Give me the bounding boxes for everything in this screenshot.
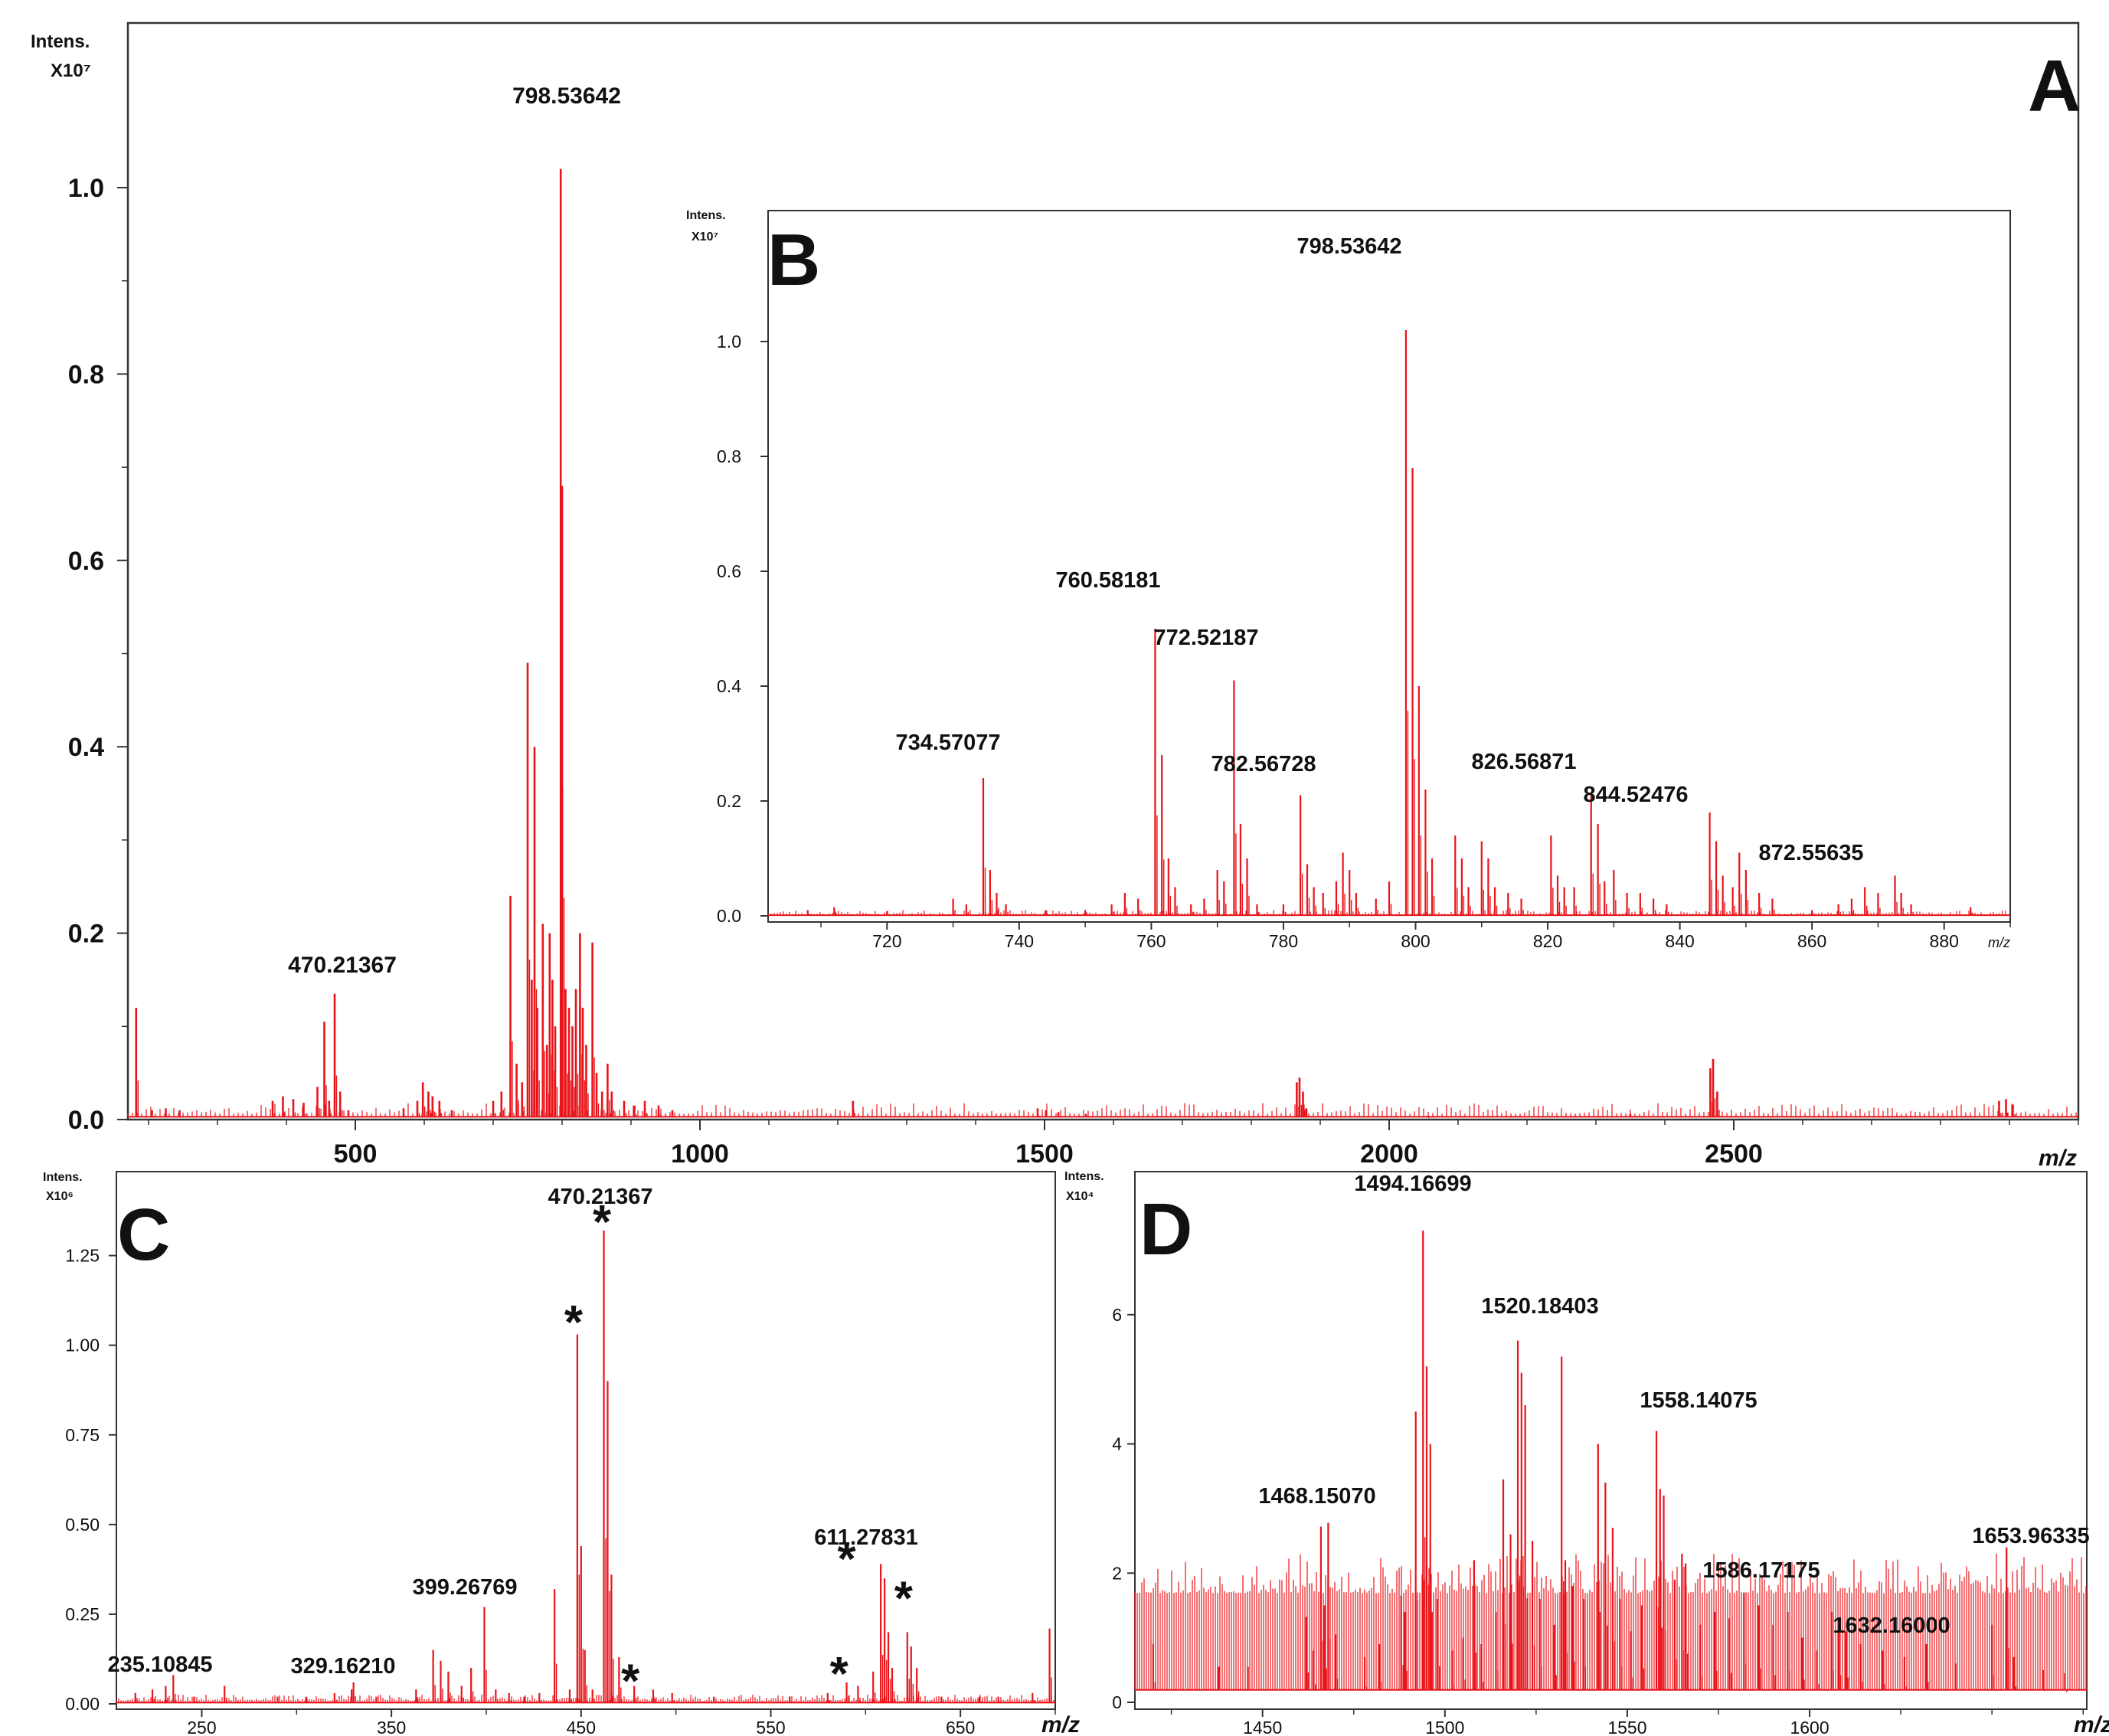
peak-label: 826.56871	[1471, 750, 1576, 774]
peak-label: 1586.17175	[1702, 1558, 1820, 1583]
y-unit-label: Intens.	[31, 31, 90, 52]
peak-label: 470.21367	[548, 1185, 652, 1209]
peak-label: 611.27831	[814, 1525, 917, 1550]
x-tick-label: 860	[1797, 931, 1826, 951]
panel-c-spectrum: 0.00 0.25 0.50 0.75 1.00 1.25 250 350 450 550 650 I…	[43, 1171, 1080, 1736]
y-unit-label: Intens.	[43, 1171, 83, 1184]
asterisk-marker: *	[830, 1648, 849, 1701]
y-tick-label: 0.25	[65, 1604, 100, 1624]
peak-label: 1632.16000	[1833, 1613, 1950, 1638]
y-tick-label: 0.4	[717, 676, 741, 696]
x-tick-label: 500	[334, 1139, 378, 1169]
peak-label: 329.16210	[290, 1654, 395, 1679]
y-tick-label: 0.8	[68, 360, 104, 389]
peak-label: 798.53642	[512, 83, 621, 109]
x-tick-label: 1450	[1243, 1718, 1282, 1736]
x-tick-label: 1000	[671, 1139, 729, 1169]
peak-label: 844.52476	[1583, 783, 1688, 807]
y-tick-label: 1.0	[717, 332, 741, 351]
y-tick-label: 1.0	[68, 174, 104, 203]
x-tick-label: 720	[872, 931, 901, 951]
x-tick-label: 450	[567, 1718, 596, 1736]
peak-label: 772.52187	[1153, 626, 1258, 650]
y-tick-label: 1.00	[65, 1336, 100, 1355]
y-tick-label: 0.75	[65, 1425, 100, 1445]
x-unit-label: m/z	[2074, 1712, 2109, 1736]
y-tick-label: 0.4	[68, 733, 104, 762]
x-tick-label: 350	[377, 1718, 406, 1736]
y-scale-label: X10⁴	[1066, 1190, 1094, 1203]
x-tick-label: 760	[1136, 931, 1166, 951]
y-unit-label: Intens.	[686, 209, 726, 222]
y-tick-label: 0.8	[717, 446, 741, 466]
peak-label: 1468.15070	[1258, 1484, 1375, 1509]
x-tick-label: 2000	[1360, 1139, 1418, 1169]
x-tick-label: 650	[946, 1718, 975, 1736]
panel-letter: C	[117, 1194, 170, 1276]
plot-frame	[116, 1171, 1056, 1710]
asterisk-marker: *	[894, 1573, 914, 1626]
x-tick-label: 550	[756, 1718, 785, 1736]
x-tick-label: 840	[1665, 931, 1694, 951]
peak-label: 872.55635	[1758, 841, 1863, 865]
asterisk-marker: *	[621, 1655, 640, 1708]
y-tick-label: 0.50	[65, 1515, 100, 1535]
peak-label: 399.26769	[412, 1575, 517, 1600]
panel-letter: A	[2028, 45, 2081, 127]
peak-label: 782.56728	[1211, 752, 1316, 776]
x-unit-label: m/z	[1988, 935, 2010, 950]
y-tick-label: 4	[1112, 1434, 1122, 1454]
y-scale-label: X10⁷	[692, 230, 718, 244]
y-tick-label: 0.6	[717, 561, 741, 581]
y-tick-label: 1.25	[65, 1246, 100, 1266]
y-tick-label: 6	[1112, 1305, 1122, 1325]
peak-label: 470.21367	[288, 953, 397, 978]
asterisk-marker: *	[837, 1533, 856, 1586]
x-tick-label: 740	[1005, 931, 1034, 951]
peak-label: 734.57077	[895, 731, 1000, 755]
panel-letter: D	[1140, 1188, 1192, 1270]
y-scale-label: X10⁶	[46, 1190, 74, 1203]
peak-label: 235.10845	[107, 1653, 212, 1677]
peak-label: 1494.16699	[1354, 1172, 1471, 1196]
x-tick-label: 250	[187, 1718, 216, 1736]
x-tick-label: 880	[1930, 931, 1959, 951]
peak-label: 1520.18403	[1481, 1294, 1598, 1319]
y-tick-label: 0.6	[68, 547, 104, 576]
y-tick-label: 0	[1112, 1692, 1122, 1712]
y-tick-label: 0.0	[68, 1106, 104, 1135]
y-tick-label: 0.0	[717, 906, 741, 926]
y-tick-label: 0.2	[717, 791, 741, 811]
panel-letter: B	[767, 219, 820, 301]
peak-label: 798.53642	[1296, 234, 1401, 259]
x-unit-label: m/z	[2039, 1146, 2077, 1171]
y-tick-label: 0.00	[65, 1694, 100, 1714]
peak-label: 760.58181	[1055, 568, 1160, 593]
y-tick-label: 2	[1112, 1563, 1122, 1583]
x-tick-label: 1600	[1790, 1718, 1829, 1736]
panel-b-inset-spectrum: 0.0 0.2 0.4 0.6 0.8 1.0 720 740 760 780 800 820 840 8…	[686, 209, 2011, 951]
x-tick-label: 1500	[1015, 1139, 1074, 1169]
x-unit-label: m/z	[1041, 1712, 1080, 1736]
x-tick-label: 780	[1269, 931, 1298, 951]
y-scale-label: X10⁷	[51, 60, 91, 81]
asterisk-marker: *	[564, 1296, 584, 1349]
y-tick-label: 0.2	[68, 920, 104, 949]
panel-d-spectrum: 0 2 4 6 1450 1500 1550 1600 Intens. X10⁴ m/z 1494.1…	[1064, 1170, 2109, 1736]
peak-label: 1558.14075	[1640, 1388, 1757, 1413]
peak-label: 1653.96335	[1972, 1524, 2089, 1548]
x-tick-label: 820	[1533, 931, 1562, 951]
x-tick-label: 1500	[1425, 1718, 1464, 1736]
plot-frame	[767, 210, 2011, 923]
asterisk-marker: *	[593, 1196, 612, 1249]
x-tick-label: 1550	[1607, 1718, 1646, 1736]
x-tick-label: 2500	[1705, 1139, 1763, 1169]
x-tick-label: 800	[1401, 931, 1430, 951]
y-unit-label: Intens.	[1064, 1170, 1104, 1183]
